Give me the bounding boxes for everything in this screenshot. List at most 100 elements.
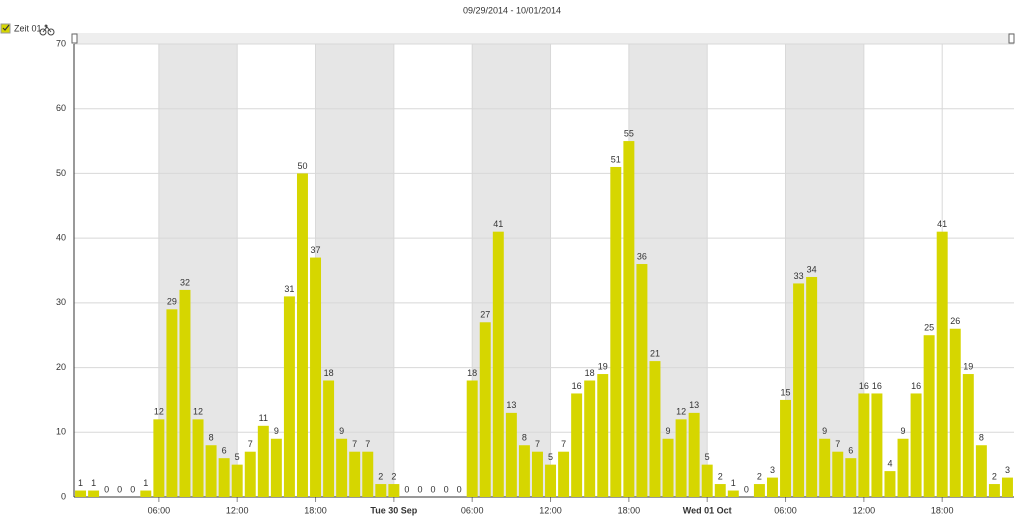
bar: [531, 451, 543, 497]
data-label: 15: [781, 387, 791, 397]
chart-title: 09/29/2014 - 10/01/2014: [463, 5, 561, 15]
bike-icon: [39, 24, 55, 36]
scroll-handle-right[interactable]: [1008, 33, 1015, 44]
data-label: 2: [378, 471, 383, 481]
data-label: 16: [911, 381, 921, 391]
data-label: 0: [431, 484, 436, 494]
bar: [649, 361, 661, 497]
bar: [753, 484, 765, 497]
bar: [75, 490, 87, 497]
data-label: 33: [794, 271, 804, 281]
data-label: 3: [1005, 465, 1010, 475]
data-label: 27: [480, 310, 490, 320]
y-tick-label: 70: [56, 38, 66, 48]
bar: [218, 458, 230, 497]
bar: [962, 374, 974, 497]
data-label: 21: [650, 348, 660, 358]
bar: [780, 399, 792, 497]
data-label: 25: [924, 323, 934, 333]
data-label: 9: [901, 426, 906, 436]
bar: [349, 451, 361, 497]
bar: [727, 490, 739, 497]
data-label: 16: [872, 381, 882, 391]
x-tick-label: 12:00: [226, 505, 249, 515]
data-label: 13: [506, 400, 516, 410]
y-tick-label: 50: [56, 168, 66, 178]
data-label: 7: [561, 439, 566, 449]
y-tick-label: 40: [56, 233, 66, 243]
bar: [270, 438, 282, 497]
x-tick-label: 18:00: [304, 505, 327, 515]
data-label: 11: [259, 413, 268, 423]
data-label: 29: [167, 297, 177, 307]
data-label: 0: [444, 484, 449, 494]
bar: [479, 322, 491, 497]
bar: [153, 419, 165, 497]
data-label: 7: [248, 439, 253, 449]
data-label: 51: [611, 154, 621, 164]
data-label: 7: [835, 439, 840, 449]
bar: [558, 451, 570, 497]
data-label: 6: [848, 446, 853, 456]
bar: [140, 490, 152, 497]
bar: [714, 484, 726, 497]
bar: [675, 419, 687, 497]
data-label: 36: [637, 251, 647, 261]
data-label: 41: [937, 219, 947, 229]
data-label: 2: [718, 471, 723, 481]
data-label: 13: [689, 400, 699, 410]
data-label: 1: [731, 478, 736, 488]
check-mark: [2, 24, 10, 31]
data-label: 1: [91, 478, 96, 488]
bar: [296, 173, 308, 497]
bar: [505, 412, 517, 497]
scroll-handle-left[interactable]: [71, 33, 78, 44]
bar: [793, 283, 805, 497]
data-label: 31: [284, 284, 294, 294]
x-tick-label: 06:00: [774, 505, 797, 515]
bar: [806, 276, 818, 497]
bar: [323, 380, 335, 497]
bar: [466, 380, 478, 497]
data-label: 9: [339, 426, 344, 436]
bar: [388, 484, 400, 497]
y-tick-label: 20: [56, 362, 66, 372]
legend-label[interactable]: Zeit 01: [14, 23, 42, 33]
data-label: 2: [757, 471, 762, 481]
data-label: 0: [117, 484, 122, 494]
data-label: 50: [297, 161, 307, 171]
data-label: 12: [193, 407, 203, 417]
data-label: 12: [154, 407, 164, 417]
bar: [545, 464, 557, 497]
scrollbar[interactable]: [74, 33, 1014, 44]
y-tick-label: 10: [56, 427, 66, 437]
data-label: 18: [324, 368, 334, 378]
bar: [571, 393, 583, 497]
legend[interactable]: Zeit 01: [0, 23, 55, 36]
data-label: 16: [859, 381, 869, 391]
bar: [662, 438, 674, 497]
bar: [375, 484, 387, 497]
bar: [936, 231, 948, 497]
bar: [923, 335, 935, 497]
bar: [518, 445, 530, 497]
bar: [166, 309, 178, 497]
data-label: 26: [950, 316, 960, 326]
x-tick-label: 12:00: [539, 505, 562, 515]
y-tick-label: 60: [56, 103, 66, 113]
data-label: 9: [274, 426, 279, 436]
data-label: 19: [963, 361, 973, 371]
data-label: 2: [391, 471, 396, 481]
y-tick-label: 30: [56, 297, 66, 307]
x-tick-label: 18:00: [931, 505, 954, 515]
data-label: 7: [535, 439, 540, 449]
bar: [701, 464, 713, 497]
data-label: 5: [548, 452, 553, 462]
x-tick-label: 06:00: [461, 505, 484, 515]
data-label: 7: [352, 439, 357, 449]
bar: [832, 451, 844, 497]
bar: [492, 231, 504, 497]
bar: [244, 451, 256, 497]
bar: [88, 490, 100, 497]
